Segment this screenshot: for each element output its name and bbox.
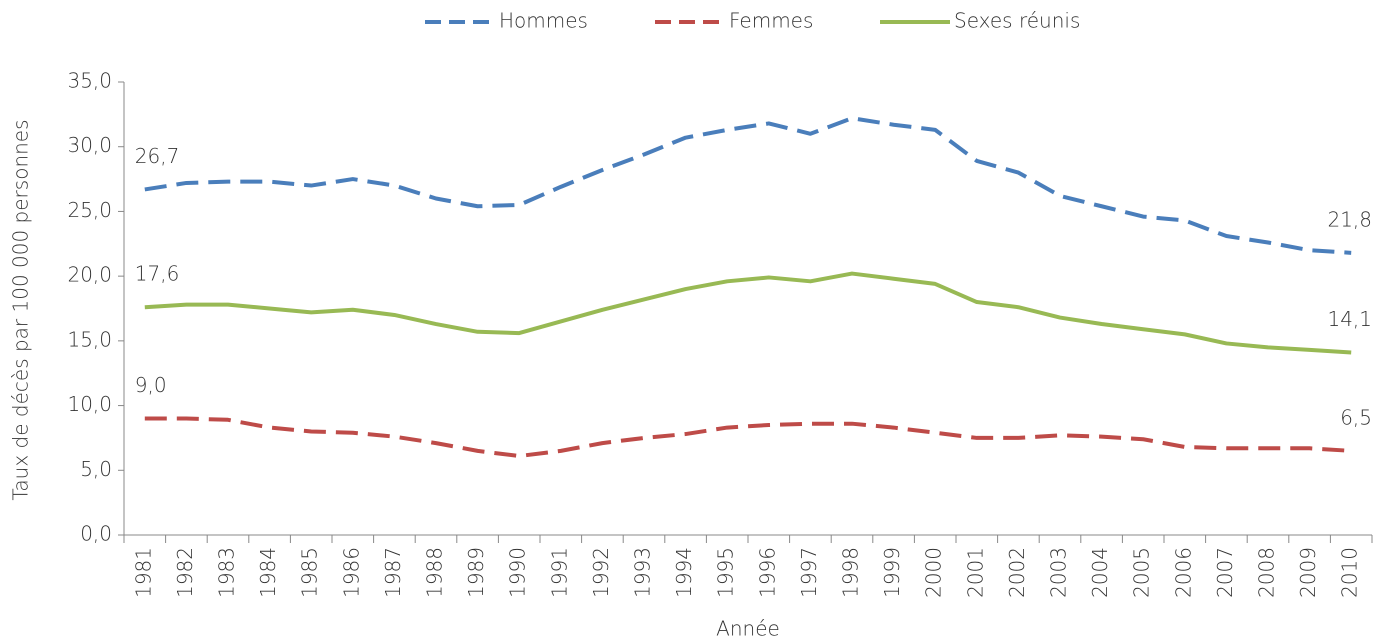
x-tick-label: 1986: [339, 547, 363, 598]
x-tick-label: 1987: [381, 547, 405, 598]
y-tick-label: 30,0: [67, 133, 112, 157]
data-label: 21,8: [1327, 207, 1372, 231]
y-tick-label: 15,0: [67, 327, 112, 351]
x-tick-label: 2007: [1213, 547, 1237, 598]
x-tick-label: 2000: [922, 547, 946, 598]
x-tick-label: 1999: [880, 547, 904, 598]
x-tick-label: 1991: [547, 547, 571, 598]
x-tick-label: 1992: [589, 547, 613, 598]
x-tick-label: 1982: [173, 547, 197, 598]
legend-label: Femmes: [729, 9, 813, 33]
x-tick-label: 2005: [1130, 547, 1154, 598]
x-axis-title: Année: [716, 617, 780, 641]
data-label: 17,6: [135, 262, 180, 286]
series-line: [144, 416, 1352, 459]
x-tick-label: 2009: [1296, 547, 1320, 598]
x-tick-label: 1990: [506, 547, 530, 598]
x-tick-label: 2001: [963, 547, 987, 598]
x-tick-label: 2008: [1255, 547, 1279, 598]
y-tick-label: 25,0: [67, 198, 112, 222]
data-label: 6,5: [1340, 405, 1372, 429]
x-tick-label: 2003: [1047, 547, 1071, 598]
x-tick-label: 2004: [1088, 547, 1112, 598]
x-tick-label: 1981: [131, 547, 155, 598]
series-line: [144, 271, 1352, 355]
y-axis-title: Taux de décès par 100 000 personnes: [9, 119, 33, 500]
x-tick-label: 1983: [215, 547, 239, 598]
y-tick-label: 0,0: [80, 522, 112, 546]
x-tick-label: 2002: [1005, 547, 1029, 598]
x-tick-label: 1997: [797, 547, 821, 598]
x-tick-label: 2010: [1338, 547, 1362, 598]
y-tick-label: 20,0: [67, 263, 112, 287]
data-label: 9,0: [135, 373, 167, 397]
data-label: 26,7: [135, 144, 180, 168]
y-tick-label: 10,0: [67, 392, 112, 416]
x-tick-label: 1998: [839, 547, 863, 598]
series-line: [144, 116, 1352, 255]
legend-label: Hommes: [499, 9, 588, 33]
x-tick-label: 1993: [631, 547, 655, 598]
x-tick-label: 2006: [1171, 547, 1195, 598]
legend-label: Sexes réunis: [954, 9, 1080, 33]
y-tick-label: 35,0: [67, 69, 112, 93]
x-tick-label: 1985: [298, 547, 322, 598]
data-label: 14,1: [1327, 307, 1372, 331]
y-tick-label: 5,0: [80, 457, 112, 481]
x-tick-label: 1996: [755, 547, 779, 598]
x-tick-label: 1994: [672, 547, 696, 598]
x-tick-label: 1988: [423, 547, 447, 598]
x-tick-label: 1995: [714, 547, 738, 598]
x-tick-label: 1984: [256, 547, 280, 598]
x-tick-label: 1989: [464, 547, 488, 598]
